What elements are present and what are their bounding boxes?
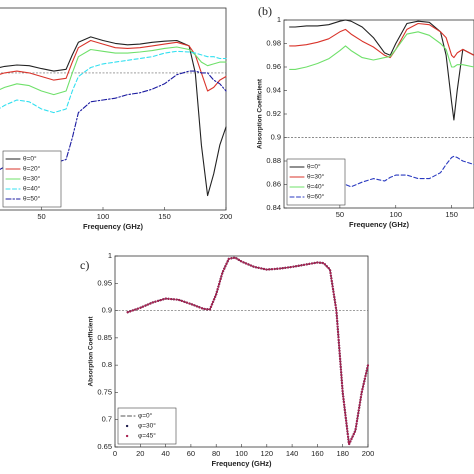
panel-label: (b): [258, 4, 272, 18]
y-axis-label: Absorption Coefficient: [257, 78, 264, 149]
x-tick-label: 180: [336, 449, 349, 458]
x-axis-label: Frequency (GHz): [211, 459, 272, 468]
y-tick-label: 0.9: [271, 132, 281, 141]
x-tick-label: 120: [261, 449, 274, 458]
legend-label: φ=0°: [138, 412, 153, 420]
series-line: [0, 36, 227, 197]
legend-label: θ=0°: [307, 163, 321, 171]
y-tick-label: 0.8: [102, 360, 112, 369]
y-tick-label: 1: [108, 251, 112, 260]
x-tick-label: 80: [212, 449, 220, 458]
x-tick-label: 50: [37, 212, 45, 221]
x-tick-label: 200: [362, 449, 375, 458]
y-tick-label: 0.98: [266, 38, 281, 47]
y-tick-label: 1: [277, 15, 281, 24]
series-line: [289, 22, 474, 59]
series-line: [0, 50, 227, 114]
x-tick-label: 40: [161, 449, 169, 458]
x-tick-label: 100: [97, 212, 110, 221]
legend-label: θ=30°: [23, 175, 41, 183]
x-axis-label: Frequency (GHz): [349, 220, 410, 229]
legend-label: θ=0°: [23, 155, 37, 163]
x-tick-label: 60: [187, 449, 195, 458]
series-line: [289, 19, 474, 121]
x-tick-label: 20: [136, 449, 144, 458]
x-tick-label: 100: [390, 210, 403, 219]
legend-label: θ=50°: [23, 195, 41, 203]
panel-label: c): [80, 258, 89, 272]
legend-label: θ=40°: [23, 185, 41, 193]
x-tick-label: 100: [235, 449, 248, 458]
y-tick-label: 0.95: [97, 278, 112, 287]
y-tick-label: 0.84: [266, 203, 281, 212]
x-tick-label: 140: [286, 449, 299, 458]
legend-label: θ=30°: [307, 173, 325, 181]
y-tick-label: 0.7: [102, 415, 112, 424]
y-tick-label: 0.94: [266, 85, 281, 94]
y-tick-label: 0.65: [97, 442, 112, 451]
legend-label: φ=45°: [138, 432, 156, 440]
series-line: [0, 46, 227, 96]
x-tick-label: 160: [311, 449, 324, 458]
legend-label: θ=20°: [23, 165, 41, 173]
y-tick-label: 0.86: [266, 179, 281, 188]
x-tick-label: 0: [113, 449, 117, 458]
legend-label: θ=60°: [307, 193, 325, 201]
legend-label: φ=30°: [138, 422, 156, 430]
y-axis-label: Absorption Coefficient: [88, 316, 95, 387]
y-tick-label: 0.9: [102, 306, 112, 315]
series-line: [289, 31, 474, 70]
legend-label: θ=40°: [307, 183, 325, 191]
y-tick-label: 0.92: [266, 109, 281, 118]
y-tick-label: 0.85: [97, 333, 112, 342]
y-tick-label: 0.88: [266, 156, 281, 165]
series-line: [126, 256, 370, 446]
x-tick-label: 150: [158, 212, 171, 221]
x-axis-label: Frequency (GHz): [83, 222, 144, 231]
x-tick-label: 150: [445, 210, 458, 219]
y-tick-label: 0.96: [266, 62, 281, 71]
x-tick-label: 200: [220, 212, 233, 221]
x-tick-label: 50: [336, 210, 344, 219]
y-tick-label: 0.75: [97, 387, 112, 396]
